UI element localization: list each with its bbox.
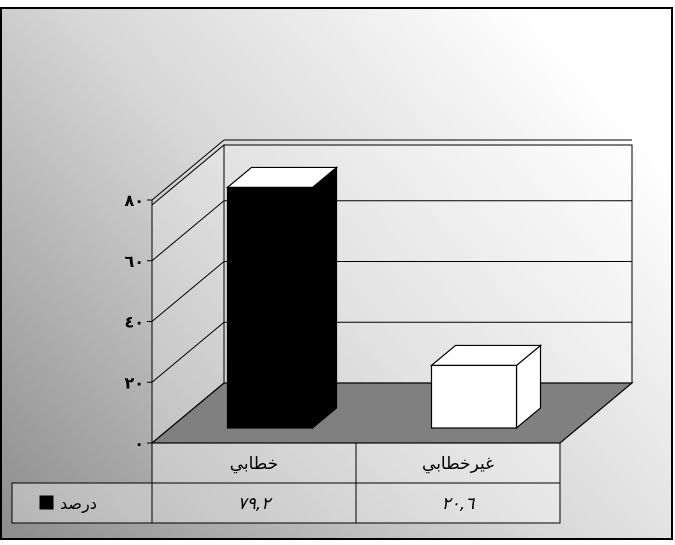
data-value-label: ۲۰,٦ xyxy=(442,494,476,514)
legend-swatch xyxy=(39,495,54,510)
floor xyxy=(150,382,634,444)
bar-front xyxy=(226,186,314,429)
bar xyxy=(225,166,339,430)
table-data-row xyxy=(11,482,561,524)
gridline-side xyxy=(151,261,225,322)
category-label: غيرخطابي xyxy=(422,454,494,474)
y-axis: ۰ ۲۰ ٤۰ ٦۰ ۸۰ xyxy=(124,191,153,453)
gridline-side xyxy=(151,321,225,383)
bar xyxy=(429,344,543,430)
y-tick-label: ٤۰ xyxy=(124,313,144,332)
y-tick-label: ٦۰ xyxy=(124,252,144,271)
chart-floor xyxy=(150,382,634,444)
bars xyxy=(225,166,543,430)
data-value-label: ۷۹,۲ xyxy=(238,494,274,514)
category-label: خطابي xyxy=(230,454,279,474)
y-tick-label: ۲۰ xyxy=(124,373,144,392)
gridline-side xyxy=(151,200,225,262)
bar-side xyxy=(311,166,338,430)
gridline-side xyxy=(151,139,225,201)
bar-front xyxy=(430,364,518,429)
legend-series-name: درصد xyxy=(60,494,97,514)
y-tick-label: ۸۰ xyxy=(124,191,144,210)
y-tick-label: ۰ xyxy=(134,434,144,453)
data-table: خطابي ۷۹,۲ غيرخطابي ۲۰,٦ درصد xyxy=(11,442,561,524)
